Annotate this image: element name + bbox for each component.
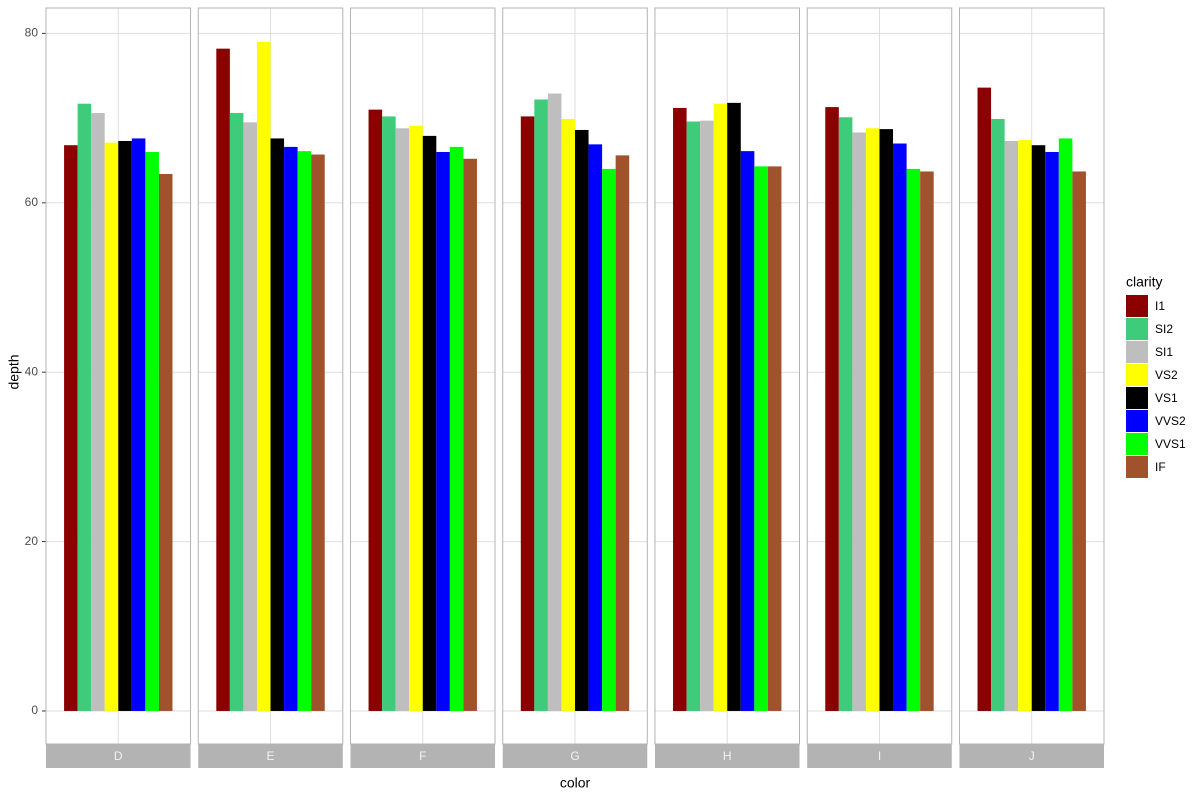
facet-label: J [1029, 749, 1035, 763]
bar [561, 118, 575, 711]
bar [700, 120, 714, 711]
bar [673, 107, 687, 711]
y-tick-label: 80 [25, 26, 39, 40]
bar [284, 146, 298, 711]
bar [520, 116, 535, 711]
bar [118, 140, 132, 711]
bar [91, 113, 105, 711]
bar [825, 107, 839, 711]
bar [104, 142, 119, 711]
bar [534, 99, 548, 711]
legend-key [1126, 433, 1148, 455]
bar [422, 135, 437, 711]
facet-strip [807, 744, 952, 768]
bar [713, 103, 728, 711]
facet-strip [654, 744, 800, 768]
facet-label: H [723, 749, 732, 763]
bar [77, 103, 92, 711]
bar [991, 118, 1005, 711]
bar [879, 129, 894, 711]
facet-strip [46, 744, 191, 768]
bar [216, 48, 230, 711]
bar [436, 151, 450, 711]
x-axis-title: color [560, 775, 591, 791]
bar [311, 154, 325, 711]
facet-label: G [570, 749, 579, 763]
bar [409, 125, 423, 711]
legend-key [1126, 410, 1148, 432]
bar [229, 113, 244, 711]
bar [754, 166, 768, 711]
legend-title: clarity [1126, 274, 1163, 290]
bar [243, 122, 257, 711]
facet-label: F [419, 749, 426, 763]
legend-key [1126, 456, 1148, 478]
bar [615, 155, 630, 711]
legend-label: VS1 [1155, 391, 1178, 405]
bar [395, 128, 410, 711]
bar [1004, 140, 1019, 711]
bar [740, 151, 755, 711]
bar [727, 102, 741, 711]
bar [1045, 151, 1059, 711]
bar [838, 117, 853, 711]
bar [1031, 145, 1046, 711]
legend-key [1126, 341, 1148, 363]
bar [131, 138, 146, 711]
bar [297, 151, 312, 711]
bar [64, 145, 78, 711]
legend-key [1126, 364, 1148, 386]
bar [1058, 138, 1073, 711]
y-tick-label: 40 [25, 364, 39, 378]
bar [893, 143, 907, 711]
bar [686, 121, 701, 711]
bar [920, 171, 934, 711]
facet-strip [502, 744, 648, 768]
legend-label: VVS2 [1155, 414, 1186, 428]
facet-strip [959, 744, 1104, 768]
legend-label: VS2 [1155, 368, 1178, 382]
legend-label: IF [1155, 460, 1166, 474]
bar [270, 138, 285, 711]
facet-label: E [267, 749, 275, 763]
y-tick-label: 60 [25, 195, 39, 209]
legend-key [1126, 295, 1148, 317]
bar [767, 166, 782, 711]
bar [865, 128, 880, 711]
facet-label: I [878, 749, 881, 763]
bar [463, 158, 477, 711]
legend-label: SI2 [1155, 322, 1173, 336]
bar [547, 93, 562, 711]
bar [977, 87, 992, 711]
legend-label: SI1 [1155, 345, 1173, 359]
legend-key [1126, 387, 1148, 409]
y-tick-label: 0 [31, 703, 38, 717]
bar [158, 174, 173, 711]
legend-label: I1 [1155, 299, 1165, 313]
bar [588, 144, 603, 711]
y-axis-title: depth [6, 354, 22, 389]
bar [1072, 171, 1086, 711]
bar [368, 109, 383, 711]
facet-strip [198, 744, 343, 768]
facet-strip [350, 744, 496, 768]
legend-label: VVS1 [1155, 437, 1186, 451]
bar [1018, 140, 1032, 711]
bar [256, 41, 271, 711]
facet-label: D [114, 749, 123, 763]
bar [906, 168, 921, 711]
bar [449, 146, 464, 711]
bar [382, 116, 396, 711]
bar [145, 151, 159, 711]
bar [575, 129, 589, 711]
bar [602, 168, 616, 711]
bar [852, 132, 866, 711]
y-tick-label: 20 [25, 534, 39, 548]
legend-key [1126, 318, 1148, 340]
